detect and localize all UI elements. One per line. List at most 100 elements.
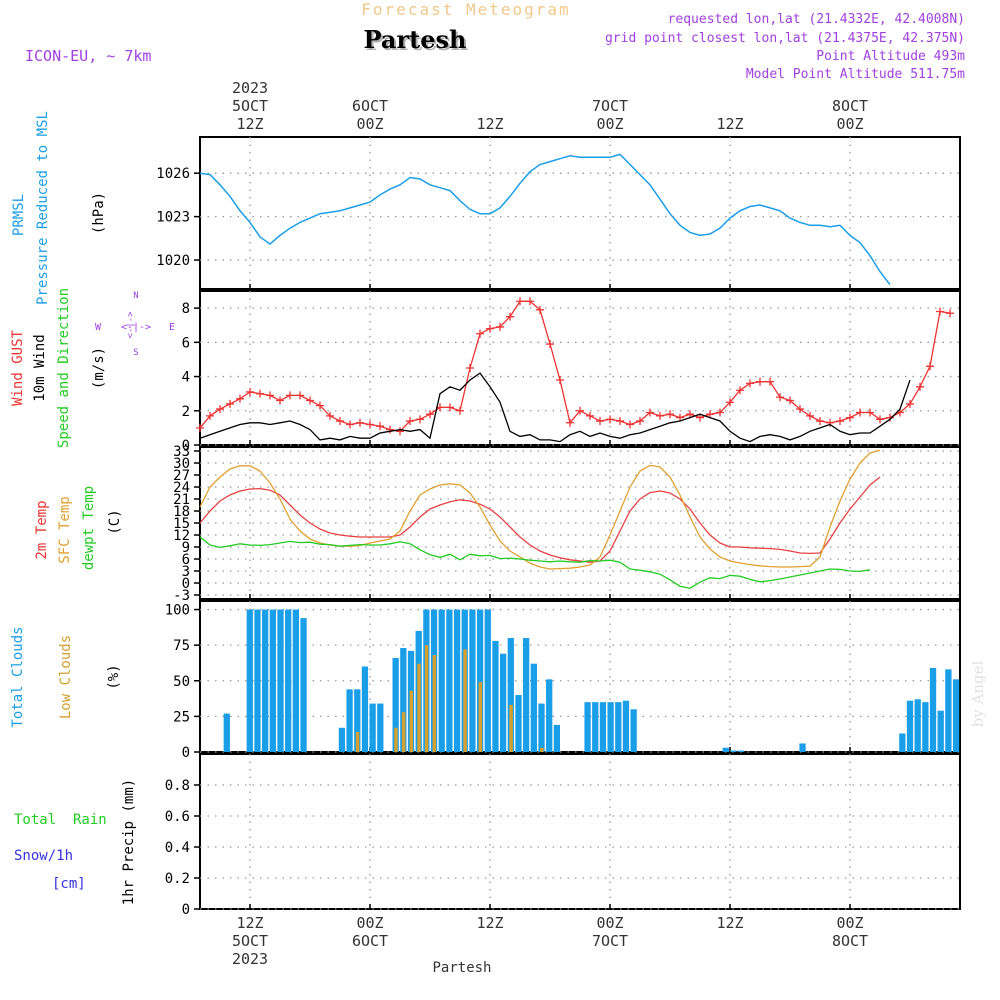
total-cloud-bar bbox=[392, 657, 399, 752]
temp-unit: (C) bbox=[107, 509, 123, 534]
precipitation-ytick-label: 0.6 bbox=[165, 809, 190, 825]
total-cloud-bar bbox=[246, 609, 253, 752]
total-cloud-bar bbox=[285, 609, 292, 752]
gust-marker bbox=[226, 399, 234, 408]
bottom-tick-label: 6OCT bbox=[352, 932, 388, 950]
pressure-panel: 1020 1023 1026 bbox=[156, 136, 961, 290]
total-cloud-bar bbox=[922, 702, 929, 752]
gust-marker bbox=[596, 417, 604, 426]
total-cloud-bar bbox=[622, 700, 630, 752]
gust-marker bbox=[906, 399, 914, 408]
wind-ytick-label: 2 bbox=[182, 404, 190, 420]
gust-marker bbox=[886, 413, 894, 422]
wind-line bbox=[199, 372, 911, 443]
gust-marker bbox=[476, 329, 484, 338]
cloud-labels: Total Clouds Low Clouds (%) bbox=[10, 626, 122, 727]
wind-ytick-label: 0 bbox=[182, 438, 190, 454]
total-cloud-bar bbox=[929, 667, 937, 752]
low-cloud-bar bbox=[417, 663, 421, 752]
total-cloud-bar bbox=[346, 689, 353, 752]
clouds-unit: (%) bbox=[106, 664, 122, 689]
total-cloud-bar bbox=[584, 702, 591, 752]
total-cloud-bar bbox=[523, 638, 530, 752]
gust-marker bbox=[846, 413, 854, 422]
bottom-tick-label: 00Z bbox=[836, 914, 863, 932]
bottom-tick-label: 5OCT bbox=[232, 932, 268, 950]
gust-marker bbox=[246, 387, 254, 396]
panels: 10201023102602468-3036912151821242730330… bbox=[156, 136, 961, 918]
low-cloud-bar bbox=[424, 645, 429, 752]
total-cloud-bar bbox=[906, 700, 914, 752]
temperature-ytick-label: 3 bbox=[182, 564, 190, 580]
gust-marker bbox=[236, 394, 244, 403]
total-cloud-bar bbox=[277, 609, 284, 752]
gust-marker bbox=[656, 411, 664, 420]
location-name: Partesh bbox=[366, 27, 469, 56]
top-tick-label: 12Z bbox=[236, 115, 263, 133]
top-tick-label: 00Z bbox=[836, 115, 863, 133]
rain-label: Total Rain bbox=[14, 812, 107, 828]
gust-marker bbox=[256, 389, 264, 398]
chart-title: Forecast Meteogram bbox=[361, 0, 570, 19]
total-cloud-bar bbox=[262, 609, 269, 752]
gust-marker bbox=[866, 408, 874, 417]
temperature-ytick-label: 24 bbox=[173, 480, 190, 496]
total-cloud-bar bbox=[223, 713, 230, 752]
gust-marker bbox=[356, 418, 364, 427]
wind-frame bbox=[199, 290, 961, 446]
compass-w: W bbox=[95, 322, 102, 333]
gust-marker bbox=[556, 375, 564, 384]
precipitation-ytick-label: 0.2 bbox=[165, 871, 190, 887]
compass-v: <-|-> bbox=[126, 311, 136, 339]
temperature-ytick-label: 15 bbox=[173, 516, 190, 532]
temperature-ytick-label: 33 bbox=[173, 444, 190, 460]
temperature-ytick-label: 30 bbox=[173, 456, 190, 472]
total-cloud-bar bbox=[952, 679, 960, 752]
tsfc-line bbox=[199, 449, 881, 570]
model-label: ICON-EU, ~ 7km bbox=[25, 47, 151, 65]
gust-marker bbox=[546, 340, 554, 349]
total-cloud-bar bbox=[507, 638, 514, 752]
low-cloud-bar bbox=[409, 690, 414, 752]
total-cloud-bar bbox=[438, 609, 445, 752]
gust-marker bbox=[316, 401, 324, 410]
temperature-ytick-label: 12 bbox=[173, 528, 190, 544]
total-cloud-bar bbox=[599, 702, 607, 752]
wind-dir-label: Speed and Direction bbox=[56, 288, 72, 448]
temperature-ytick-label: 21 bbox=[173, 492, 190, 508]
low-cloud-bar bbox=[478, 682, 483, 752]
pressure-line bbox=[200, 153, 891, 286]
total-cloud-bar bbox=[300, 618, 307, 752]
gust-marker bbox=[796, 405, 804, 414]
gust-marker bbox=[706, 410, 714, 419]
gust-marker bbox=[676, 413, 684, 422]
low-cloud-bar bbox=[509, 704, 513, 752]
gust-marker bbox=[736, 386, 744, 395]
top-tick-label: 12Z bbox=[476, 115, 503, 133]
gust-marker bbox=[276, 396, 284, 405]
top-tick-label: 8OCT bbox=[832, 97, 868, 115]
gust-line bbox=[199, 300, 951, 432]
bottom-tick-label: 12Z bbox=[716, 914, 743, 932]
gust-marker bbox=[456, 406, 464, 415]
total-cloud-bar bbox=[469, 609, 476, 752]
dewpt-label: dewpt Temp bbox=[81, 486, 97, 570]
gust-marker bbox=[366, 420, 374, 429]
total-cloud-bar bbox=[592, 702, 599, 752]
gust-marker bbox=[536, 305, 544, 314]
gust-marker bbox=[306, 396, 314, 405]
total-cloud-bar bbox=[515, 695, 522, 752]
pressure-ytick-label: 1020 bbox=[156, 253, 190, 269]
gust-marker bbox=[916, 382, 924, 391]
total-cloud-bar bbox=[607, 702, 614, 752]
tsfc-label: SFC Temp bbox=[57, 496, 73, 563]
clouds-frame bbox=[199, 600, 961, 753]
pressure-labels: PRMSL Pressure Reduced to MSL (hPa) bbox=[11, 111, 107, 305]
precipitation-frame bbox=[199, 753, 961, 910]
total-cloud-bar bbox=[630, 709, 637, 752]
gust-marker bbox=[376, 422, 384, 431]
gust-marker bbox=[726, 398, 734, 407]
temperature-ytick-label: 18 bbox=[173, 504, 190, 520]
top-tick-label: 12Z bbox=[716, 115, 743, 133]
